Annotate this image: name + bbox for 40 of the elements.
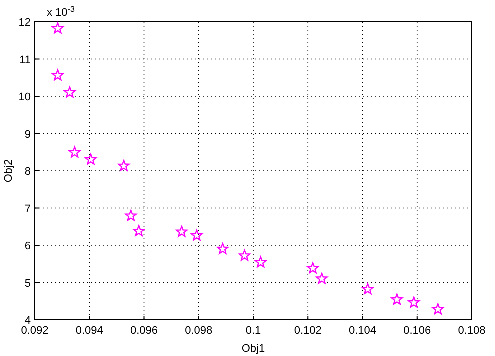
- y-tick-label: 6: [24, 240, 31, 252]
- point: [176, 226, 188, 238]
- point: [85, 154, 97, 165]
- y-tick-label: 4: [24, 315, 31, 327]
- point: [52, 70, 64, 81]
- x-tick-label: 0.106: [404, 325, 432, 337]
- point: [69, 146, 81, 158]
- point: [125, 210, 137, 222]
- point: [362, 283, 374, 295]
- y-tick-label: 12: [18, 17, 31, 29]
- point: [255, 256, 267, 268]
- y-tick-label: 9: [24, 128, 31, 141]
- x-tick-label: 0.104: [348, 325, 377, 337]
- y-tick-label: 7: [24, 203, 31, 216]
- point: [408, 296, 420, 308]
- point: [316, 272, 328, 284]
- x-tick-label: 0.1: [246, 325, 262, 337]
- y-tick-label: 5: [24, 278, 31, 290]
- y-tick-label: 8: [24, 166, 31, 178]
- x-tick-label: 0.102: [294, 325, 322, 337]
- x-tick-label: 0.098: [185, 325, 213, 337]
- x-tick-label: 0.094: [76, 325, 104, 337]
- point: [118, 160, 130, 172]
- point: [217, 243, 229, 254]
- x-tick-label: 0.096: [130, 325, 158, 337]
- text: x 10$^{-3}$: [47, 4, 76, 19]
- x-axis-title: Obj1: [242, 343, 266, 355]
- point: [238, 250, 251, 261]
- point: [191, 230, 203, 241]
- x-tick-label: 0.092: [21, 325, 49, 337]
- point: [307, 262, 319, 274]
- y-tick-label: 10: [18, 92, 31, 104]
- x-tick-label: 0.108: [458, 325, 486, 337]
- point: [391, 294, 403, 305]
- point: [432, 303, 444, 315]
- y-tick-label: 11: [20, 54, 31, 66]
- y-axis-title: Obj2: [3, 159, 15, 183]
- point: [64, 86, 76, 98]
- point: [52, 22, 64, 34]
- point: [133, 225, 145, 236]
